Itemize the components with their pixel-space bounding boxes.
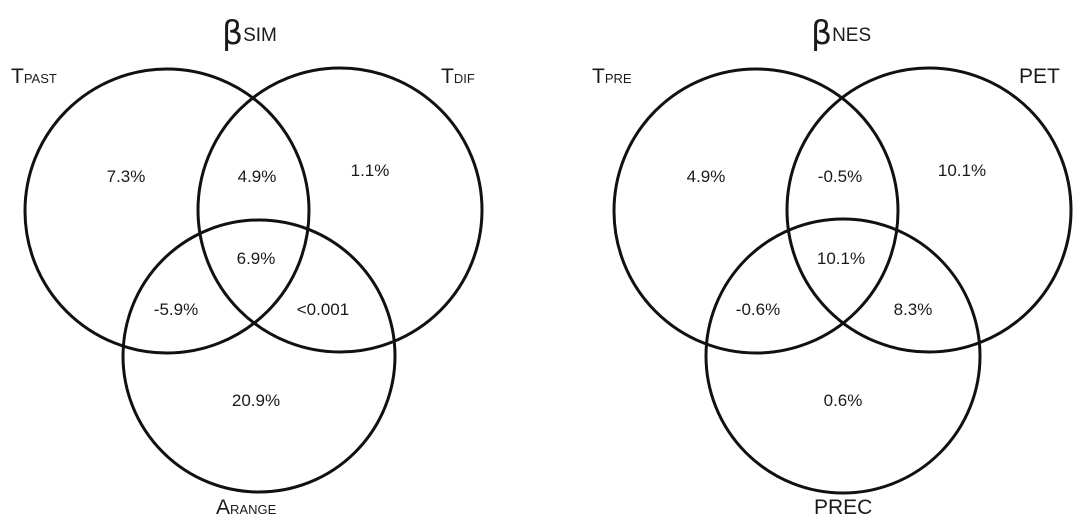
venn-panel-left: βSIM TPAST TDIF ARANGE 7.3% 1.1% 4.9% 6.… [11, 13, 484, 519]
region-center: 10.1% [817, 249, 865, 268]
panel-title: βSIM [222, 13, 277, 52]
region-left-bottom: -0.6% [736, 300, 780, 319]
region-left-only: 4.9% [687, 167, 726, 186]
region-right-only: 10.1% [938, 161, 986, 180]
venn-panel-right: βNES TPRE PET PREC 4.9% 10.1% -0.5% 10.1… [592, 13, 1073, 519]
set-label-top-left: TPAST [11, 65, 57, 88]
circle-top-left [612, 67, 900, 355]
region-right-only: 1.1% [351, 161, 390, 180]
region-left-only: 7.3% [107, 167, 146, 186]
set-label-top-right: TDIF [441, 65, 475, 88]
panel-title-main: β [811, 13, 832, 52]
circle-top-right [196, 66, 484, 354]
panel-title-main: β [222, 13, 243, 52]
region-left-right: 4.9% [238, 167, 277, 186]
panel-title-sub: NES [832, 25, 871, 46]
set-label-top-right: PET [1019, 65, 1060, 88]
region-left-bottom: -5.9% [154, 300, 198, 319]
set-label-bottom: ARANGE [216, 496, 277, 519]
panel-title-sub: SIM [243, 25, 277, 46]
circle-bottom [121, 218, 397, 494]
panel-title: βNES [811, 13, 871, 52]
region-left-right: -0.5% [818, 167, 862, 186]
circle-top-right [785, 66, 1073, 354]
region-bottom-only: 20.9% [232, 391, 280, 410]
region-right-bottom: 8.3% [894, 300, 933, 319]
circle-bottom [704, 217, 982, 495]
region-center: 6.9% [237, 249, 276, 268]
region-bottom-only: 0.6% [824, 391, 863, 410]
set-label-top-left: TPRE [592, 65, 632, 88]
region-right-bottom: <0.001 [297, 300, 349, 319]
set-label-bottom: PREC [814, 496, 872, 519]
circle-top-left [23, 67, 311, 355]
